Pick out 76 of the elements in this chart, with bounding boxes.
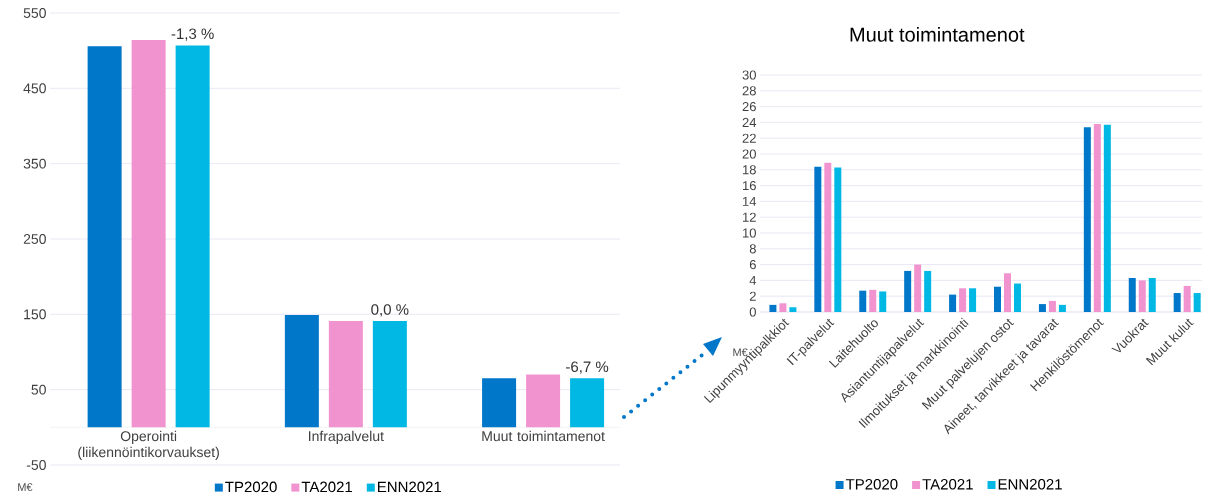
bar (879, 291, 887, 312)
bar (372, 321, 407, 428)
bar (789, 307, 797, 312)
y-tick-label: 0 (749, 307, 756, 317)
x-tick-label: Infrapalvelut (309, 430, 384, 444)
y-tick-label: 12 (743, 212, 756, 222)
y-tick-label: 6 (749, 259, 756, 270)
y-tick-label: 22 (742, 133, 756, 143)
y-tick-label: 2 (749, 291, 756, 301)
y-tick-label: 26 (742, 101, 756, 112)
y-tick-label: 550 (23, 8, 46, 18)
bar (1173, 293, 1181, 312)
legend-label: TP2020 (845, 479, 898, 490)
bar (824, 162, 832, 312)
y-tick-label: 20 (742, 149, 756, 159)
y-tick-label: 14 (743, 196, 757, 206)
y-tick-label: 10 (743, 228, 756, 238)
bar (1128, 278, 1136, 312)
annotation: -1,3 % (171, 28, 214, 41)
y-tick-label: 4 (749, 275, 757, 285)
y-tick-label: 150 (24, 309, 46, 320)
legend-label: TA2021 (301, 481, 353, 493)
bar (814, 166, 822, 312)
bar (87, 46, 122, 428)
y-tick-label: 250 (23, 234, 46, 244)
y-tick-label: 18 (743, 165, 756, 175)
annotation: -6,7 % (566, 361, 609, 374)
legend-label: ENN2021 (998, 479, 1062, 490)
bar (1083, 127, 1091, 312)
bar (924, 270, 932, 312)
bar (1138, 280, 1146, 312)
y-tick-label: 8 (749, 244, 756, 254)
bar (969, 288, 977, 312)
bar (834, 167, 842, 312)
bar (949, 294, 957, 312)
annotation: 0,0 % (371, 304, 409, 317)
y-tick-label: 30 (742, 70, 756, 80)
chart-title: Muut toimintamenot (850, 27, 1025, 42)
bar (570, 378, 605, 428)
bar (1058, 304, 1066, 312)
bar (482, 378, 517, 428)
bar (1048, 300, 1056, 312)
y-tick-label: 450 (23, 83, 46, 94)
bar (769, 304, 777, 312)
bar (1148, 278, 1156, 312)
legend-label: ENN2021 (377, 481, 442, 493)
y-tick-label: 28 (742, 86, 756, 96)
bar (959, 288, 967, 312)
bar (1183, 285, 1191, 312)
bar (1004, 273, 1012, 312)
bar (1093, 123, 1101, 312)
y-axis-title: M€ (18, 483, 33, 492)
bar (779, 303, 787, 312)
y-tick-label: 16 (743, 180, 756, 191)
bar (859, 290, 867, 312)
bar (328, 321, 363, 428)
y-tick-label: 24 (742, 117, 757, 127)
bar (914, 264, 922, 312)
legend-label: TA2021 (922, 479, 973, 490)
bar (994, 286, 1001, 312)
x-tick-label: Muut toimintamenot (482, 430, 605, 442)
y-tick-label: 350 (23, 158, 46, 169)
bar (1038, 304, 1046, 312)
bar (1014, 283, 1021, 312)
bar (131, 40, 166, 428)
bar (869, 289, 877, 312)
y-tick-label: 50 (31, 384, 46, 395)
bar (1103, 124, 1111, 312)
bar (526, 374, 561, 428)
y-tick-label: -50 (26, 460, 46, 470)
x-tick-label: Operointi (liikennöintikorvaukset) (78, 430, 219, 460)
bar (284, 315, 319, 428)
bar (1193, 293, 1201, 312)
bar (175, 45, 210, 428)
bar (904, 270, 912, 312)
legend-label: TP2020 (225, 481, 277, 493)
